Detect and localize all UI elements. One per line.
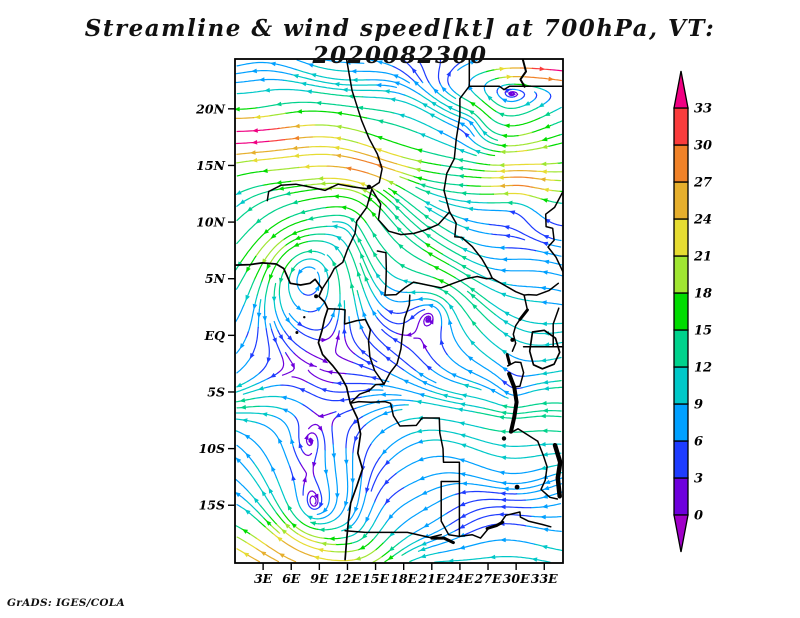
lake-tanganyika (507, 371, 519, 434)
colorbar-label: 12 (694, 361, 712, 376)
map-frame (234, 58, 564, 564)
colorbar-segment (673, 181, 689, 220)
colorbar-label: 15 (694, 324, 712, 339)
x-axis-labels: 3E 6E 9E 12E 15E 18E 21E 24E 27E 30E 33E (254, 563, 558, 586)
x-tick-label: 33E (531, 571, 558, 586)
colorbar-top-arrow (673, 70, 689, 109)
colorbar-segment (673, 366, 689, 405)
colorbar: 0 3 6 9 12 15 18 21 24 27 30 33 (673, 70, 712, 553)
colorbar-label: 9 (694, 398, 703, 413)
colorbar-segment (673, 292, 689, 331)
country-borders-layer (235, 59, 563, 561)
x-tick-label: 9E (310, 571, 329, 586)
y-tick-label: EQ (204, 328, 226, 343)
colorbar-label: 3 (694, 472, 703, 487)
x-tick-label: 12E (334, 571, 361, 586)
lake-malawi (552, 442, 563, 499)
y-tick-label: 10N (196, 215, 225, 230)
colorbar-label: 0 (694, 509, 703, 524)
x-tick-label: 27E (474, 571, 502, 586)
colorbar-segment (673, 403, 689, 442)
lake-kivu (505, 353, 512, 366)
x-tick-label: 30E (503, 571, 530, 586)
colorbar-segment (673, 107, 689, 146)
x-tick-label: 18E (390, 571, 417, 586)
y-tick-label: 20N (195, 101, 225, 116)
colorbar-label: 33 (694, 102, 712, 117)
x-tick-label: 3E (254, 571, 273, 586)
colorbar-segment (673, 144, 689, 183)
colorbar-label: 27 (693, 176, 712, 191)
colorbar-label: 24 (693, 213, 712, 228)
colorbar-label: 30 (694, 139, 712, 154)
grads-credit-label: GrADS: IGES/COLA (7, 597, 125, 609)
colorbar-label: 21 (693, 250, 712, 265)
y-tick-label: 15S (199, 498, 225, 513)
y-tick-label: 5S (207, 384, 225, 399)
x-tick-label: 21E (417, 571, 445, 586)
colorbar-segment (673, 218, 689, 257)
colorbar-bottom-arrow (673, 514, 689, 553)
colorbar-label: 18 (694, 287, 712, 302)
x-tick-label: 15E (362, 571, 389, 586)
y-tick-label: 10S (199, 441, 225, 456)
y-tick-label: 5N (205, 271, 226, 286)
y-axis-labels: 20N 15N 10N 5N EQ 5S 10S 15S (195, 101, 235, 513)
y-tick-label: 15N (196, 158, 225, 173)
arrowhead-layer (235, 60, 555, 563)
colorbar-segment (673, 477, 689, 516)
caprivi-swamps (430, 536, 455, 545)
x-tick-label: 24E (445, 571, 473, 586)
colorbar-label: 6 (694, 435, 703, 450)
colorbar-segment (673, 255, 689, 294)
lake-kariba (485, 520, 505, 530)
chart-title: Streamline & wind speed[kt] at 700hPa, V… (84, 15, 716, 69)
x-tick-label: 6E (282, 571, 301, 586)
colorbar-segment (673, 440, 689, 479)
lake-albert (518, 308, 529, 321)
colorbar-segment (673, 329, 689, 368)
streamline-layer (235, 59, 563, 563)
